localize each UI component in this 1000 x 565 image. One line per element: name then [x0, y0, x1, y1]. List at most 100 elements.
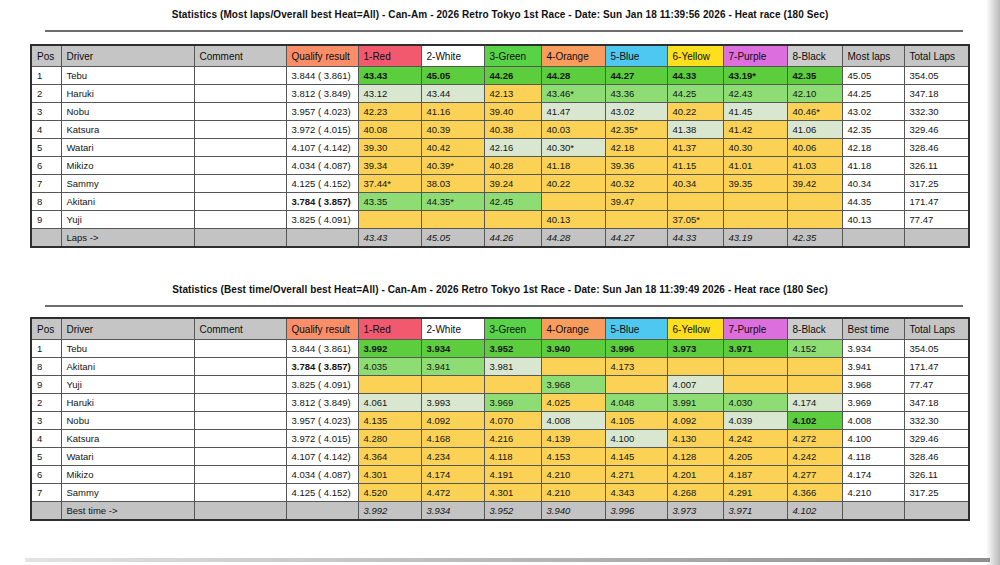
heat-cell: 4.271	[605, 466, 667, 484]
heat-cell	[358, 376, 421, 394]
heat-cell: 43.02	[605, 103, 667, 121]
footer-total-cell	[904, 502, 969, 521]
heat-cell: 4.268	[667, 484, 723, 502]
heat-cell: 4.520	[358, 484, 421, 502]
footer-value-cell: 43.43	[358, 229, 421, 248]
qualify-cell: 3.784 ( 3.857)	[286, 193, 358, 211]
driver-cell: Katsura	[61, 430, 194, 448]
heat-cell	[605, 211, 667, 229]
heat-cell: 4.205	[723, 448, 787, 466]
result-cell: 4.210	[842, 484, 904, 502]
header-cell-pos: Pos	[31, 318, 61, 340]
footer-row: Best time ->3.9923.9343.9523.9403.9963.9…	[31, 502, 969, 521]
heat-cell: 42.35*	[605, 121, 667, 139]
heat-cell	[484, 376, 541, 394]
heat-cell: 3.996	[605, 340, 667, 358]
heat-cell	[605, 376, 667, 394]
total-cell: 328.46	[904, 448, 969, 466]
total-cell: 317.25	[904, 484, 969, 502]
table-row: 5Watari4.107 ( 4.142)4.3644.2344.1184.15…	[31, 448, 969, 466]
heat-cell	[723, 358, 787, 376]
heat-cell: 40.30	[723, 139, 787, 157]
footer-row: Laps ->43.4345.0544.2644.2844.2744.3343.…	[31, 229, 969, 248]
heat-cell: 39.42	[787, 175, 842, 193]
heat-cell: 4.191	[484, 466, 541, 484]
footer-result-cell	[842, 229, 904, 248]
total-cell: 317.25	[904, 175, 969, 193]
pos-cell: 8	[31, 358, 61, 376]
table-row: 2Haruki3.812 ( 3.849)4.0613.9933.9694.02…	[31, 394, 969, 412]
heat-cell: 4.100	[605, 430, 667, 448]
table-row: 4Katsura3.972 ( 4.015)40.0840.3940.3840.…	[31, 121, 969, 139]
table-row: 7Sammy4.125 ( 4.152)37.44*38.0339.2440.2…	[31, 175, 969, 193]
heat-cell: 43.35	[358, 193, 421, 211]
heat-cell: 39.35	[723, 175, 787, 193]
header-cell-comment: Comment	[194, 318, 286, 340]
driver-cell: Mikizo	[61, 157, 194, 175]
pos-cell: 8	[31, 193, 61, 211]
result-cell: 4.100	[842, 430, 904, 448]
footer-value-cell: 44.26	[484, 229, 541, 248]
heat-cell: 4.301	[484, 484, 541, 502]
heat-cell: 4.210	[541, 484, 605, 502]
heat-cell: 4.280	[358, 430, 421, 448]
title-rule	[45, 30, 963, 32]
heat-cell: 39.24	[484, 175, 541, 193]
footer-value-cell: 3.992	[358, 502, 421, 521]
heat-cell: 43.44	[421, 85, 484, 103]
heat-cell: 3.934	[421, 340, 484, 358]
footer-value-cell: 42.35	[787, 229, 842, 248]
heat-cell: 4.118	[484, 448, 541, 466]
total-cell: 77.47	[904, 211, 969, 229]
heat-cell: 4.139	[541, 430, 605, 448]
heat-cell	[358, 211, 421, 229]
comment-cell	[194, 466, 286, 484]
heat-cell: 41.47	[541, 103, 605, 121]
scan-edge-shadow	[986, 0, 1000, 565]
heat-cell: 4.152	[787, 340, 842, 358]
heat-cell: 4.174	[787, 394, 842, 412]
comment-cell	[194, 175, 286, 193]
result-cell: 40.13	[842, 211, 904, 229]
pos-cell: 7	[31, 175, 61, 193]
pos-cell: 2	[31, 85, 61, 103]
heat-cell: 4.128	[667, 448, 723, 466]
heat-cell: 4.272	[787, 430, 842, 448]
most-laps-table: PosDriverCommentQualify result1-Red2-Whi…	[30, 44, 970, 248]
heat-cell: 4.035	[358, 358, 421, 376]
pos-cell: 1	[31, 340, 61, 358]
qualify-cell: 3.844 ( 3.861)	[286, 67, 358, 85]
table-row: 3Nobu3.957 ( 4.023)4.1354.0924.0704.0084…	[31, 412, 969, 430]
header-cell-driver: Driver	[61, 318, 194, 340]
heat-cell: 41.01	[723, 157, 787, 175]
table-row: 6Mikizo4.034 ( 4.087)4.3014.1744.1914.21…	[31, 466, 969, 484]
pos-cell: 5	[31, 448, 61, 466]
heat-cell: 44.28	[541, 67, 605, 85]
heat-cell: 40.42	[421, 139, 484, 157]
heat-cell	[723, 376, 787, 394]
report-title-best-time: Statistics (Best time/Overall best Heat=…	[0, 284, 1000, 295]
table-row: 9Yuji3.825 ( 4.091)3.9684.0073.96877.47	[31, 376, 969, 394]
heat-cell	[787, 376, 842, 394]
result-cell: 3.934	[842, 340, 904, 358]
total-cell: 332.30	[904, 412, 969, 430]
heat-cell: 39.40	[484, 103, 541, 121]
qualify-cell: 3.812 ( 3.849)	[286, 85, 358, 103]
heat-cell: 37.44*	[358, 175, 421, 193]
pos-cell: 1	[31, 67, 61, 85]
heat-cell: 4.234	[421, 448, 484, 466]
result-cell: 42.35	[842, 121, 904, 139]
table-row: 7Sammy4.125 ( 4.152)4.5204.4724.3014.210…	[31, 484, 969, 502]
footer-value-cell: 3.971	[723, 502, 787, 521]
heat-cell: 4.210	[541, 466, 605, 484]
total-cell: 326.11	[904, 466, 969, 484]
heat-cell	[787, 211, 842, 229]
heat-cell	[541, 358, 605, 376]
heat-cell: 40.06	[787, 139, 842, 157]
footer-comment-cell	[194, 229, 286, 248]
header-cell-6-yellow: 6-Yellow	[667, 318, 723, 340]
comment-cell	[194, 157, 286, 175]
heat-cell	[541, 193, 605, 211]
footer-comment-cell	[194, 502, 286, 521]
heat-cell: 41.15	[667, 157, 723, 175]
